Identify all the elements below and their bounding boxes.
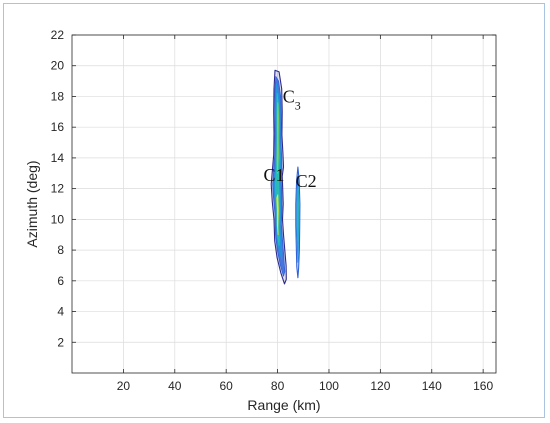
y-tick-label: 4 — [57, 305, 64, 319]
contour-level-4 — [276, 102, 279, 174]
x-axis-label: Range (km) — [247, 397, 320, 413]
annotation-label: C2 — [296, 171, 317, 191]
x-tick-label: 60 — [220, 379, 234, 393]
figure-frame: 20 40 60 80 100 120 140 160 2 4 6 8 10 12 14 16 18 20 22 … — [3, 3, 545, 418]
contour-cluster-c1-c3 — [270, 69, 287, 285]
x-tick-label: 140 — [422, 379, 442, 393]
annotation-label: C1 — [263, 165, 284, 185]
y-tick-label: 14 — [51, 151, 65, 165]
plot-border — [71, 34, 497, 374]
y-tick-label: 6 — [57, 274, 64, 288]
contour-clusters — [270, 69, 301, 285]
annotation-label: C3 — [283, 87, 301, 113]
x-tick-label: 80 — [271, 379, 285, 393]
y-tick-label: 10 — [51, 212, 65, 226]
x-axis-ticks: 20 40 60 80 100 120 140 160 — [117, 35, 493, 393]
y-tick-label: 16 — [51, 120, 65, 134]
x-tick-label: 40 — [168, 379, 182, 393]
contour-level-5 — [276, 194, 279, 236]
y-tick-label: 18 — [51, 89, 65, 103]
y-tick-label: 22 — [51, 28, 65, 42]
x-tick-label: 100 — [319, 379, 339, 393]
annotations: C3 C1 C2 — [263, 87, 316, 192]
x-tick-label: 160 — [473, 379, 493, 393]
contour-cluster-c2 — [295, 166, 301, 279]
contour-level-2 — [297, 188, 299, 242]
contour-chart: 20 40 60 80 100 120 140 160 246810121416182022 … — [24, 28, 497, 413]
y-tick-label: 12 — [51, 182, 65, 196]
y-axis-ticks: 2 4 6 8 10 12 14 16 18 20 22 — [51, 28, 496, 349]
plot-area — [72, 35, 496, 373]
y-axis-label: Azimuth (deg) — [24, 160, 40, 247]
y-tick-label: 20 — [51, 59, 65, 73]
y-tick-label: 2 — [57, 335, 64, 349]
x-tick-label: 20 — [117, 379, 131, 393]
x-tick-label: 120 — [370, 379, 390, 393]
y-tick-label: 8 — [57, 243, 64, 257]
